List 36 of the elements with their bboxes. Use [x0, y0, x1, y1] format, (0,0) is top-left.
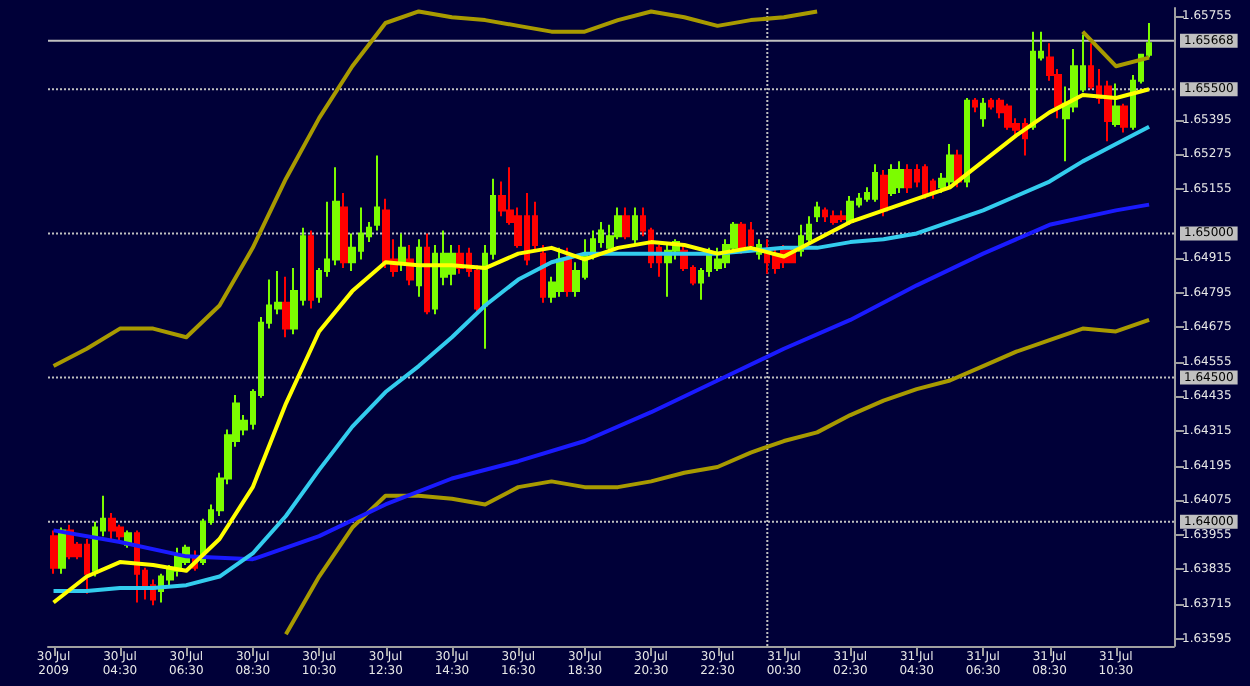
candlestick [374, 154, 380, 232]
candlestick [108, 512, 116, 541]
candlestick [896, 160, 904, 195]
candlestick [416, 238, 422, 298]
candlestick [972, 96, 978, 114]
candlestick [814, 200, 820, 223]
candlestick [58, 526, 66, 575]
candlestick [872, 163, 878, 203]
candlestick [632, 206, 638, 246]
candlestick [1004, 102, 1012, 131]
candlestick [904, 163, 912, 195]
candlestick [946, 143, 954, 189]
candlestick [556, 246, 564, 298]
candlestick [622, 206, 630, 241]
candlestick [398, 232, 406, 272]
candlestick [964, 96, 970, 189]
candlestick [838, 209, 846, 223]
line-series [283, 317, 1152, 637]
candlestick [614, 206, 622, 241]
candlestick [888, 163, 896, 197]
candlestick [1112, 82, 1120, 128]
candlestick [540, 243, 546, 304]
candlestick [1120, 102, 1128, 134]
candlestick [714, 246, 722, 272]
candlestick [50, 529, 58, 575]
candlestick [1030, 30, 1036, 131]
candlestick [564, 246, 572, 298]
candlestick [382, 197, 390, 270]
candlestick [308, 229, 314, 310]
candlestick [340, 192, 348, 270]
candlestick [282, 275, 290, 339]
candlestick [424, 232, 430, 316]
line-series [51, 202, 1152, 562]
candlestick [880, 169, 888, 218]
candlestick [830, 209, 838, 226]
candlestick [980, 96, 986, 128]
